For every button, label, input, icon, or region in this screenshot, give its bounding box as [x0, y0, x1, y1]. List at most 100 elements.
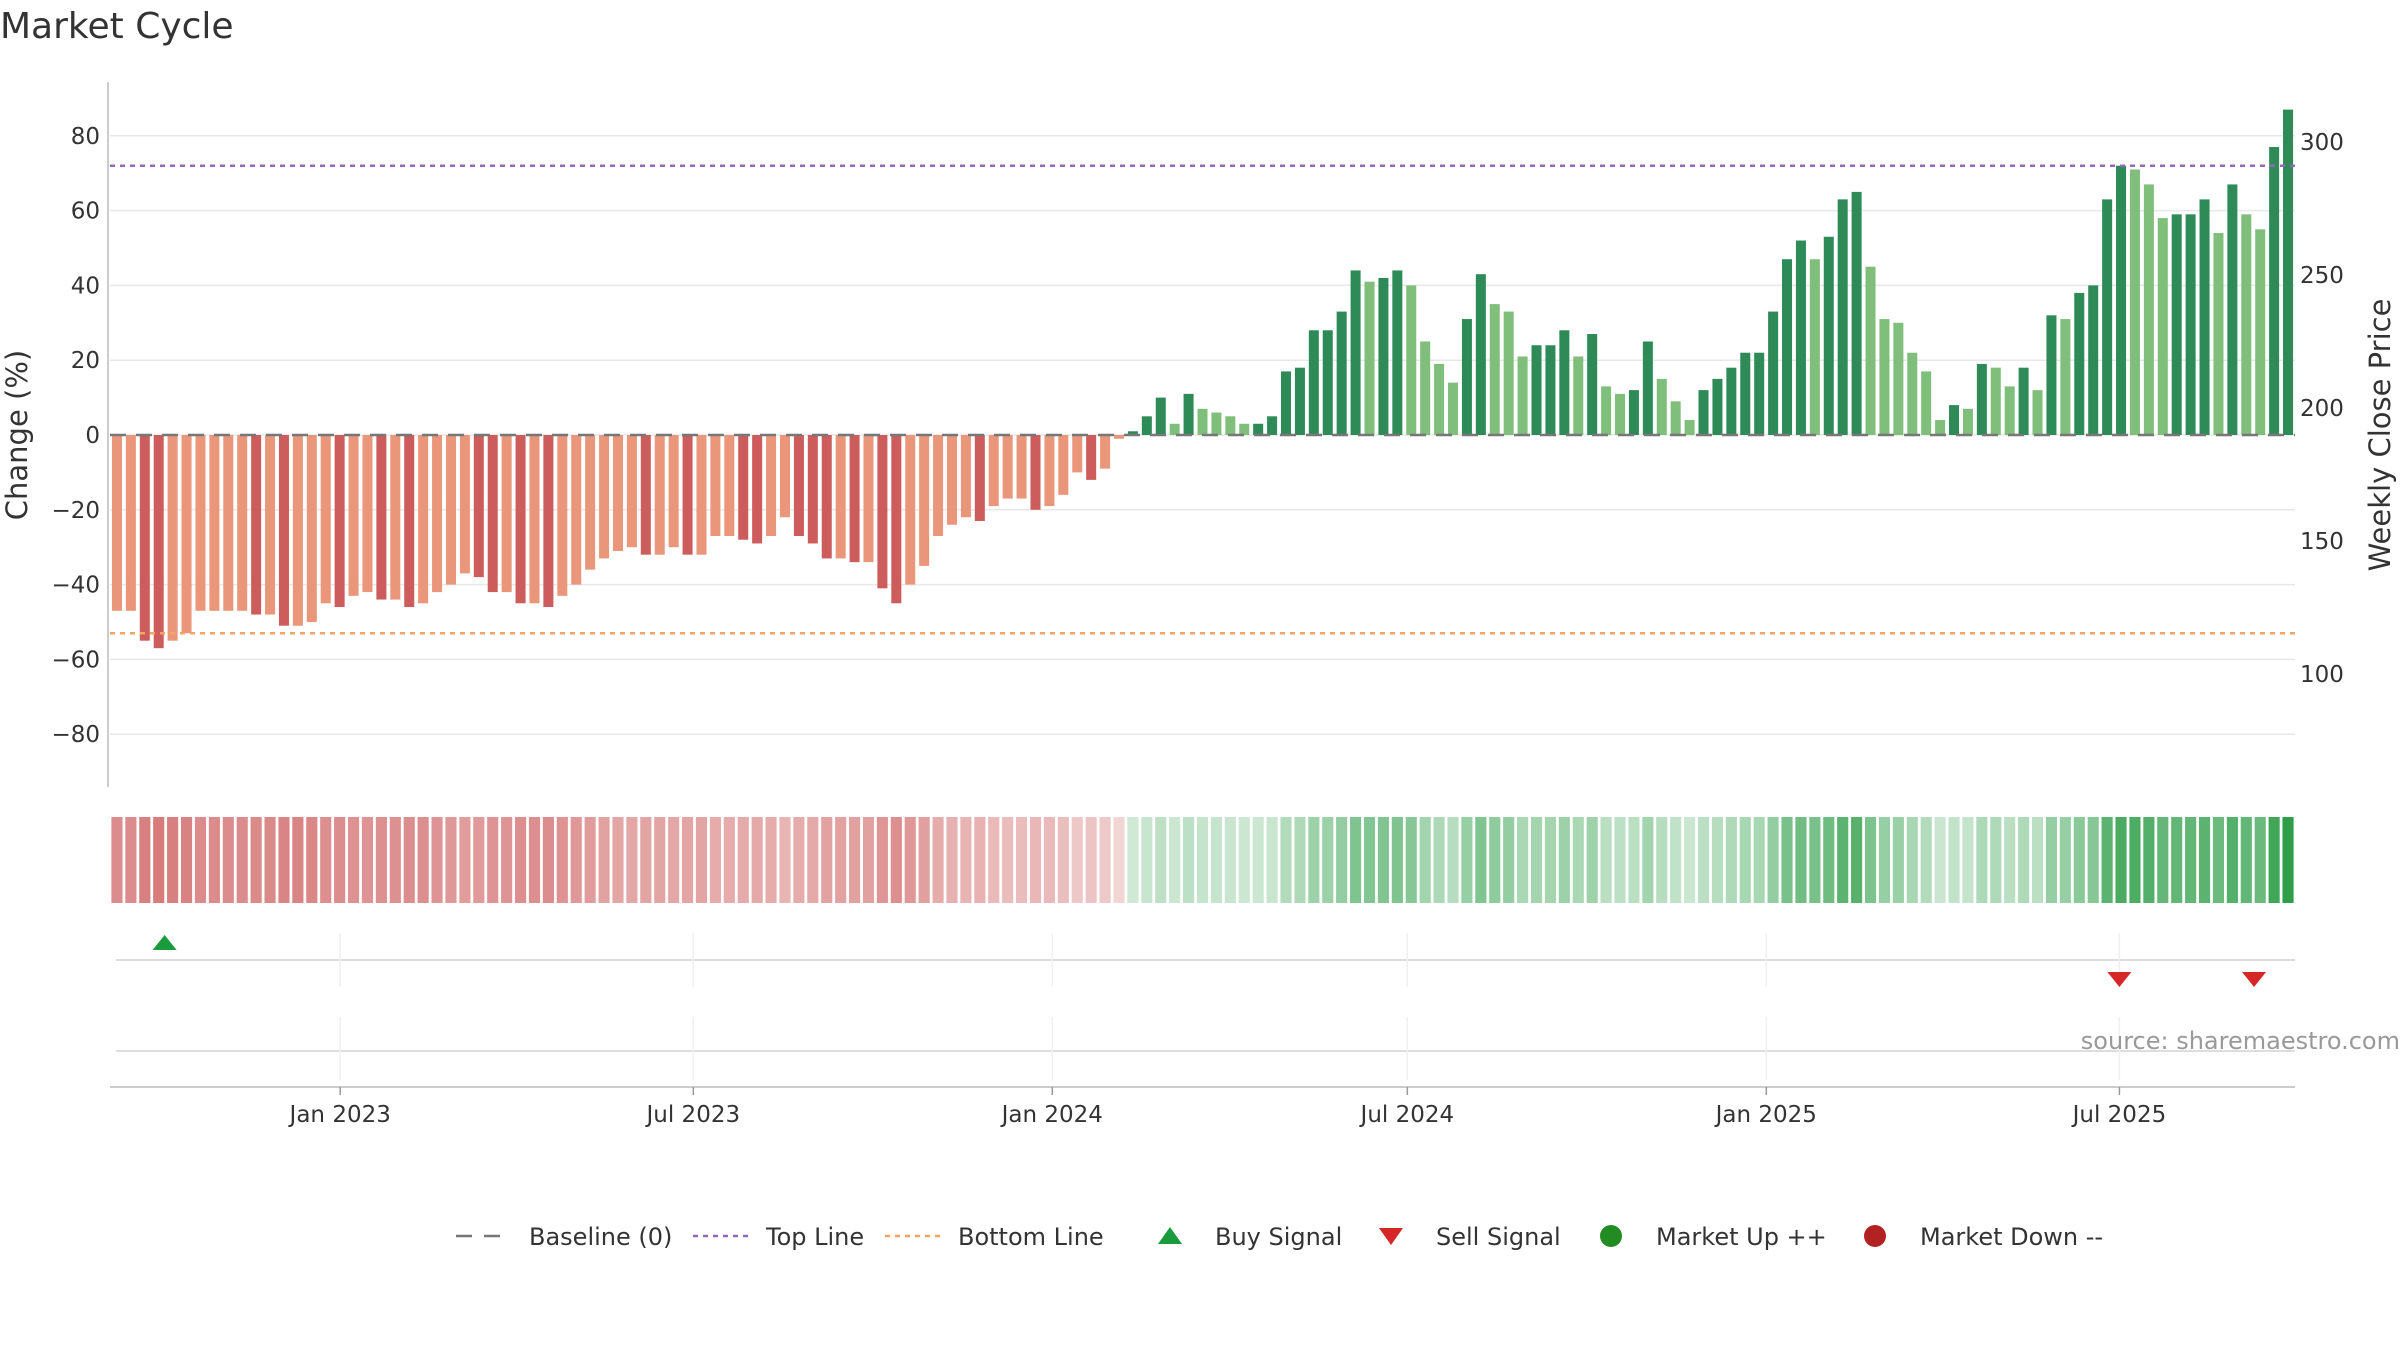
heat-cell: [1739, 817, 1751, 903]
bar: [1267, 416, 1278, 435]
heat-strip: [111, 817, 2294, 903]
heat-cell: [1224, 817, 1236, 903]
bar: [1350, 270, 1361, 435]
bar: [2241, 214, 2252, 435]
heat-cell: [1767, 817, 1779, 903]
heat-cell: [556, 817, 568, 903]
bar: [2032, 390, 2043, 435]
bar: [1893, 322, 1904, 435]
heat-cell: [1475, 817, 1487, 903]
heat-cell: [2101, 817, 2113, 903]
y2-tick-label: 200: [2300, 396, 2344, 422]
heat-cell: [2171, 817, 2183, 903]
heat-cell: [528, 817, 541, 903]
y-tick-label: 80: [71, 124, 100, 150]
bar: [766, 435, 777, 536]
bar: [348, 435, 359, 596]
bar: [487, 435, 498, 593]
bar: [1740, 352, 1751, 435]
bar: [1670, 401, 1681, 435]
y-axis-label: Change (%): [0, 350, 34, 520]
bar: [111, 435, 122, 611]
bar: [418, 435, 429, 604]
heat-cell: [1489, 817, 1501, 903]
heat-cell: [681, 817, 694, 903]
chart-title: Market Cycle: [0, 6, 234, 47]
heat-cell: [1864, 817, 1877, 903]
bar: [1155, 397, 1166, 435]
heat-cell: [1308, 817, 1320, 903]
bar: [1420, 341, 1431, 435]
bar: [265, 435, 276, 615]
bar: [1768, 311, 1779, 435]
y-tick-label: 0: [85, 423, 100, 449]
bar: [2004, 386, 2015, 435]
heat-cell: [1628, 817, 1640, 903]
heat-cell: [1210, 817, 1222, 903]
bar: [1865, 266, 1876, 435]
heat-cell: [1280, 817, 1292, 903]
y-tick-label: −60: [51, 647, 100, 673]
heat-cell: [2198, 817, 2211, 903]
heat-cell: [709, 817, 721, 903]
heat-cell: [1809, 817, 1821, 903]
x-tick-label: Jul 2023: [645, 1102, 741, 1128]
bar: [933, 435, 944, 536]
heat-cell: [2018, 817, 2030, 903]
bar: [1336, 311, 1347, 435]
heat-cell: [1586, 817, 1598, 903]
bar: [529, 435, 540, 604]
heat-cell: [2129, 817, 2141, 903]
bar: [1726, 367, 1737, 435]
heat-cell: [570, 817, 582, 903]
bar: [1809, 259, 1820, 435]
heat-cell: [779, 817, 791, 903]
bar: [654, 435, 665, 555]
bar: [1656, 378, 1667, 435]
bar: [1545, 345, 1556, 435]
bar: [1698, 390, 1709, 435]
bar: [1935, 420, 1946, 435]
bar: [2018, 367, 2029, 435]
bar: [835, 435, 846, 559]
bar: [1503, 311, 1514, 435]
legend-label: Market Up ++: [1656, 1223, 1827, 1251]
heat-cell: [1697, 817, 1710, 903]
heat-cell: [1099, 817, 1111, 903]
legend-item: Market Down --: [1864, 1223, 2103, 1251]
heat-cell: [1544, 817, 1556, 903]
bar: [2143, 184, 2154, 435]
bar: [2060, 319, 2071, 435]
bar: [1280, 371, 1292, 435]
bar: [1002, 435, 1013, 499]
heat-cell: [1447, 817, 1459, 903]
heat-cell: [988, 817, 1000, 903]
bar: [2046, 315, 2057, 435]
heat-cell: [2045, 817, 2058, 903]
bar: [473, 435, 484, 578]
legend-circle-icon: [1600, 1225, 1622, 1247]
heat-cell: [334, 817, 346, 903]
heat-cell: [445, 817, 457, 903]
heat-cell: [1238, 817, 1250, 903]
bar: [640, 435, 651, 555]
heat-cell: [2143, 817, 2155, 903]
heat-cell: [723, 817, 735, 903]
bar: [181, 435, 192, 634]
bar: [1294, 367, 1305, 435]
heat-cell: [835, 817, 847, 903]
heat-cell: [1837, 817, 1849, 903]
bar: [1628, 390, 1639, 435]
x-tick-label: Jul 2024: [1359, 1102, 1455, 1128]
bar: [2129, 169, 2140, 435]
bar: [376, 435, 387, 600]
heat-cell: [598, 817, 610, 903]
bar: [543, 435, 554, 608]
bar: [599, 435, 610, 559]
heat-cell: [2240, 817, 2252, 903]
source-text: source: sharemaestro.com: [2081, 1027, 2400, 1055]
heat-cell: [320, 817, 332, 903]
heat-cell: [1823, 817, 1835, 903]
